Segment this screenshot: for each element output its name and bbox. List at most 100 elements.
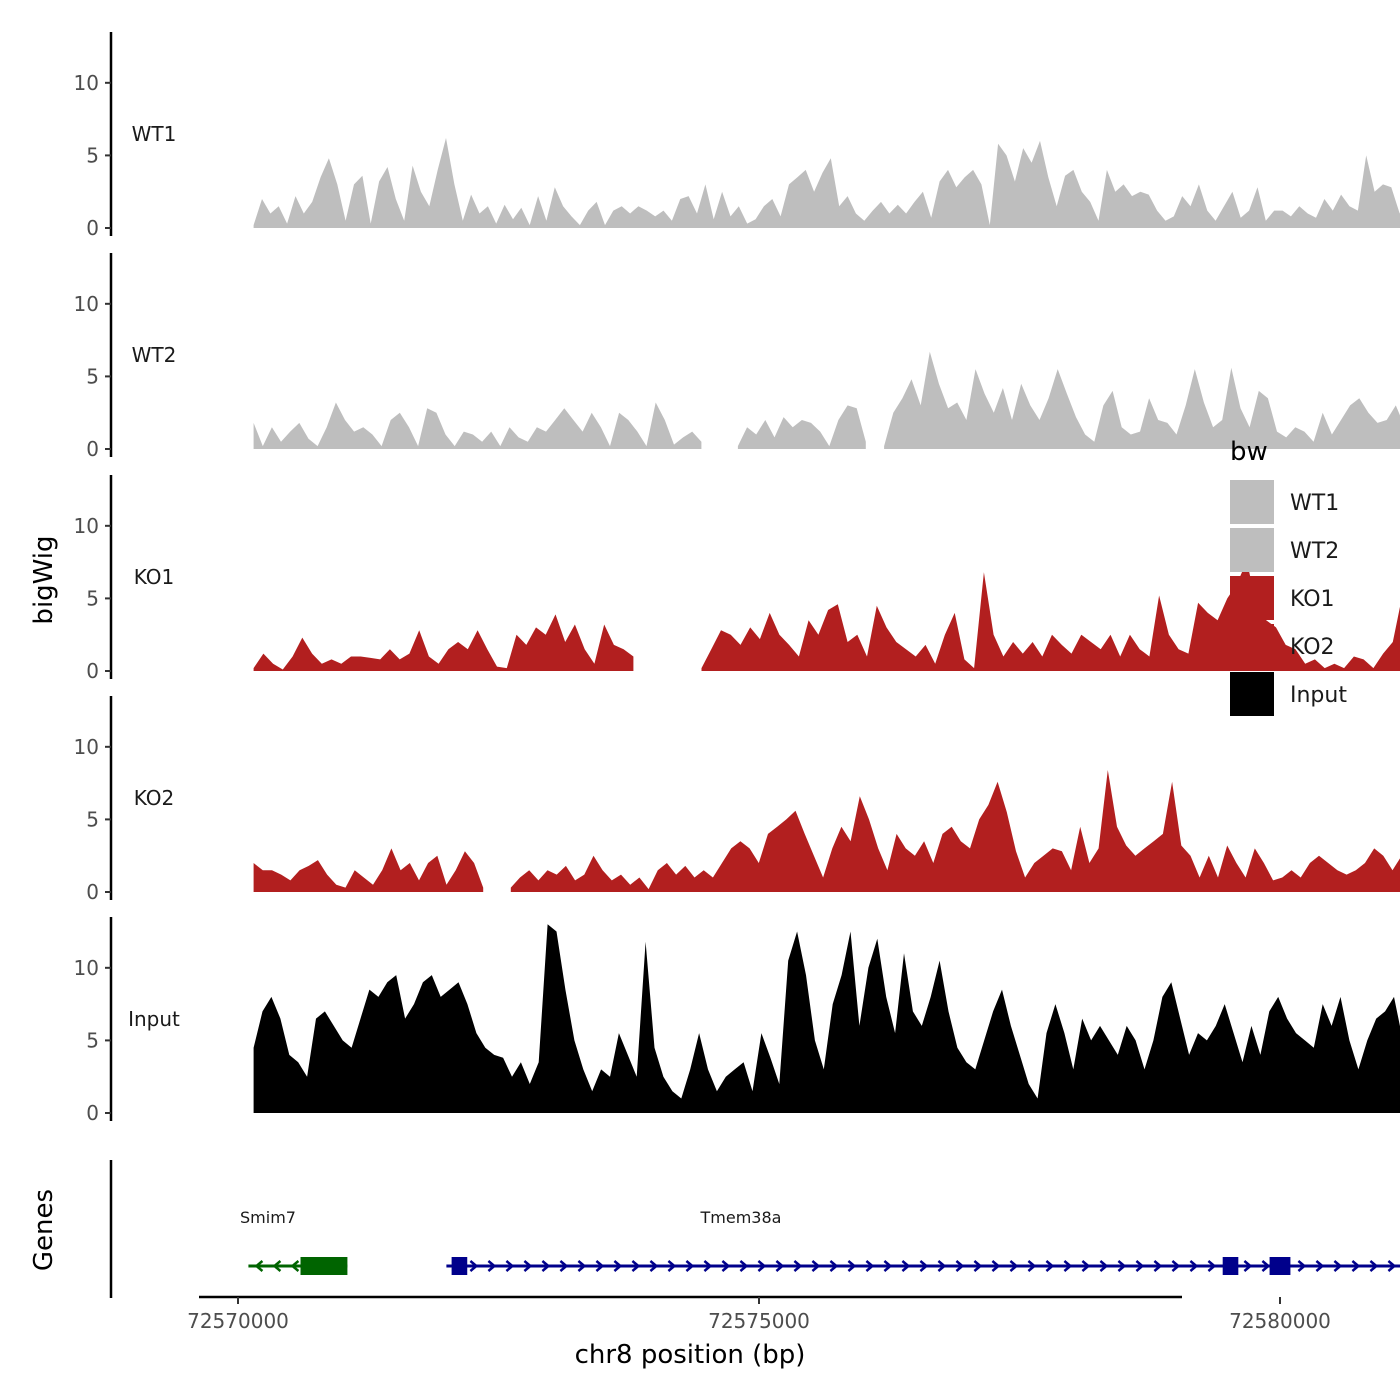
area-wt1 [253, 138, 1400, 228]
y-tick-label: 10 [74, 71, 99, 95]
legend-key-wt1 [1230, 480, 1274, 524]
track-wt2: 0 5 10 WT2 [74, 253, 1400, 461]
strand-arrow-icon [1297, 1260, 1307, 1272]
track-wt1: 0 5 10 WT1 [74, 32, 1400, 240]
y-tick-label: 5 [86, 364, 99, 388]
strand-arrow-icon [1081, 1260, 1091, 1272]
area-ko2 [253, 848, 484, 892]
y-tick-label: 5 [86, 1028, 99, 1052]
strand-arrow-icon [290, 1260, 300, 1272]
strand-arrow-icon [883, 1260, 893, 1272]
strand-arrow-icon [685, 1260, 695, 1272]
strand-arrow-icon [631, 1260, 641, 1272]
strand-arrow-icon [649, 1260, 659, 1272]
y-tick-label: 0 [86, 659, 99, 683]
strand-arrow-icon [577, 1260, 587, 1272]
strand-arrow-icon [487, 1260, 497, 1272]
strand-arrow-icon [523, 1260, 533, 1272]
strand-arrow-icon [559, 1260, 569, 1272]
strand-arrow-icon [1117, 1260, 1127, 1272]
strand-arrow-icon [1153, 1260, 1163, 1272]
gene-exon [300, 1257, 348, 1275]
strand-arrow-icon [272, 1260, 282, 1272]
strand-arrow-icon [919, 1260, 929, 1272]
strand-arrow-icon [721, 1260, 731, 1272]
strand-arrow-icon [1135, 1260, 1145, 1272]
strand-arrow-icon [1315, 1260, 1325, 1272]
strand-arrow-icon [829, 1260, 839, 1272]
track-ko2: 0 5 10 KO2 [74, 696, 1400, 904]
x-tick-label: 72575000 [708, 1309, 810, 1333]
y-tick-label: 10 [74, 292, 99, 316]
area-ko1 [253, 614, 634, 671]
y-tick-label: 0 [86, 437, 99, 461]
y-tick-label: 10 [74, 735, 99, 759]
strand-arrow-icon [505, 1260, 515, 1272]
strand-arrow-icon [775, 1260, 785, 1272]
x-axis: 72570000725750007258000072585000 [187, 1295, 1331, 1333]
strand-arrow-icon [811, 1260, 821, 1272]
track-label-input: Input [128, 1007, 180, 1031]
gene-label: Tmem38a [700, 1208, 782, 1227]
strand-arrow-icon [1333, 1260, 1343, 1272]
track-input: 0 5 10 Input [74, 917, 1400, 1125]
legend-label-ko2: KO2 [1290, 635, 1335, 660]
strand-arrow-icon [1063, 1260, 1073, 1272]
strand-arrow-icon [757, 1260, 767, 1272]
area-ko2 [510, 770, 1400, 892]
y-tick-label: 5 [86, 807, 99, 831]
strand-arrow-icon [1027, 1260, 1037, 1272]
y-tick-label: 0 [86, 880, 99, 904]
track-label-wt1: WT1 [132, 122, 177, 146]
area-wt2 [737, 405, 866, 449]
legend-key-ko1 [1230, 576, 1274, 620]
strand-arrow-icon [991, 1260, 1001, 1272]
legend-key-input [1230, 672, 1274, 716]
area-ko1 [701, 560, 1400, 671]
y-tick-label: 5 [86, 143, 99, 167]
strand-arrow-icon [613, 1260, 623, 1272]
strand-arrow-icon [667, 1260, 677, 1272]
strand-arrow-icon [739, 1260, 749, 1272]
strand-arrow-icon [1369, 1260, 1379, 1272]
strand-arrow-icon [847, 1260, 857, 1272]
y-tick-label: 10 [74, 956, 99, 980]
strand-arrow-icon [1387, 1260, 1397, 1272]
track-label-wt2: WT2 [132, 343, 177, 367]
strand-arrow-icon [1099, 1260, 1109, 1272]
gene-exon [1269, 1257, 1291, 1275]
strand-arrow-icon [937, 1260, 947, 1272]
strand-arrow-icon [254, 1260, 264, 1272]
legend-title: bw [1230, 437, 1268, 467]
gene-exon [1222, 1257, 1239, 1275]
x-tick-label: 72570000 [187, 1309, 289, 1333]
strand-arrow-icon [1243, 1260, 1253, 1272]
y-tick-label: 10 [74, 514, 99, 538]
strand-arrow-icon [1171, 1260, 1181, 1272]
strand-arrow-icon [1009, 1260, 1019, 1272]
area-wt2 [884, 351, 1400, 449]
legend-key-wt2 [1230, 528, 1274, 572]
y-tick-label: 0 [86, 1101, 99, 1125]
tracks-group: 0 5 10 WT1 0 5 10 WT2 0 5 10 KO1 0 5 10 KO2 0 5 10 Input [74, 32, 1400, 1125]
strand-arrow-icon [595, 1260, 605, 1272]
strand-arrow-icon [865, 1260, 875, 1272]
genes-track: Smim7 Tmem38a [109, 1160, 1400, 1298]
strand-arrow-icon [793, 1260, 803, 1272]
y-tick-label: 0 [86, 216, 99, 240]
legend-label-ko1: KO1 [1290, 587, 1335, 612]
strand-arrow-icon [469, 1260, 479, 1272]
strand-arrow-icon [1207, 1260, 1217, 1272]
gene-exon [451, 1257, 468, 1275]
strand-arrow-icon [1045, 1260, 1055, 1272]
area-input [253, 924, 1400, 1113]
x-axis-title: chr8 position (bp) [575, 1340, 806, 1370]
genes-axis-title: Genes [29, 1189, 59, 1271]
y-axis-title: bigWig [29, 535, 59, 624]
strand-arrow-icon [955, 1260, 965, 1272]
strand-arrow-icon [1189, 1260, 1199, 1272]
track-ko1: 0 5 10 KO1 [74, 475, 1400, 683]
legend-label-wt2: WT2 [1290, 539, 1339, 564]
gene-smim7: Smim7 [240, 1208, 348, 1275]
